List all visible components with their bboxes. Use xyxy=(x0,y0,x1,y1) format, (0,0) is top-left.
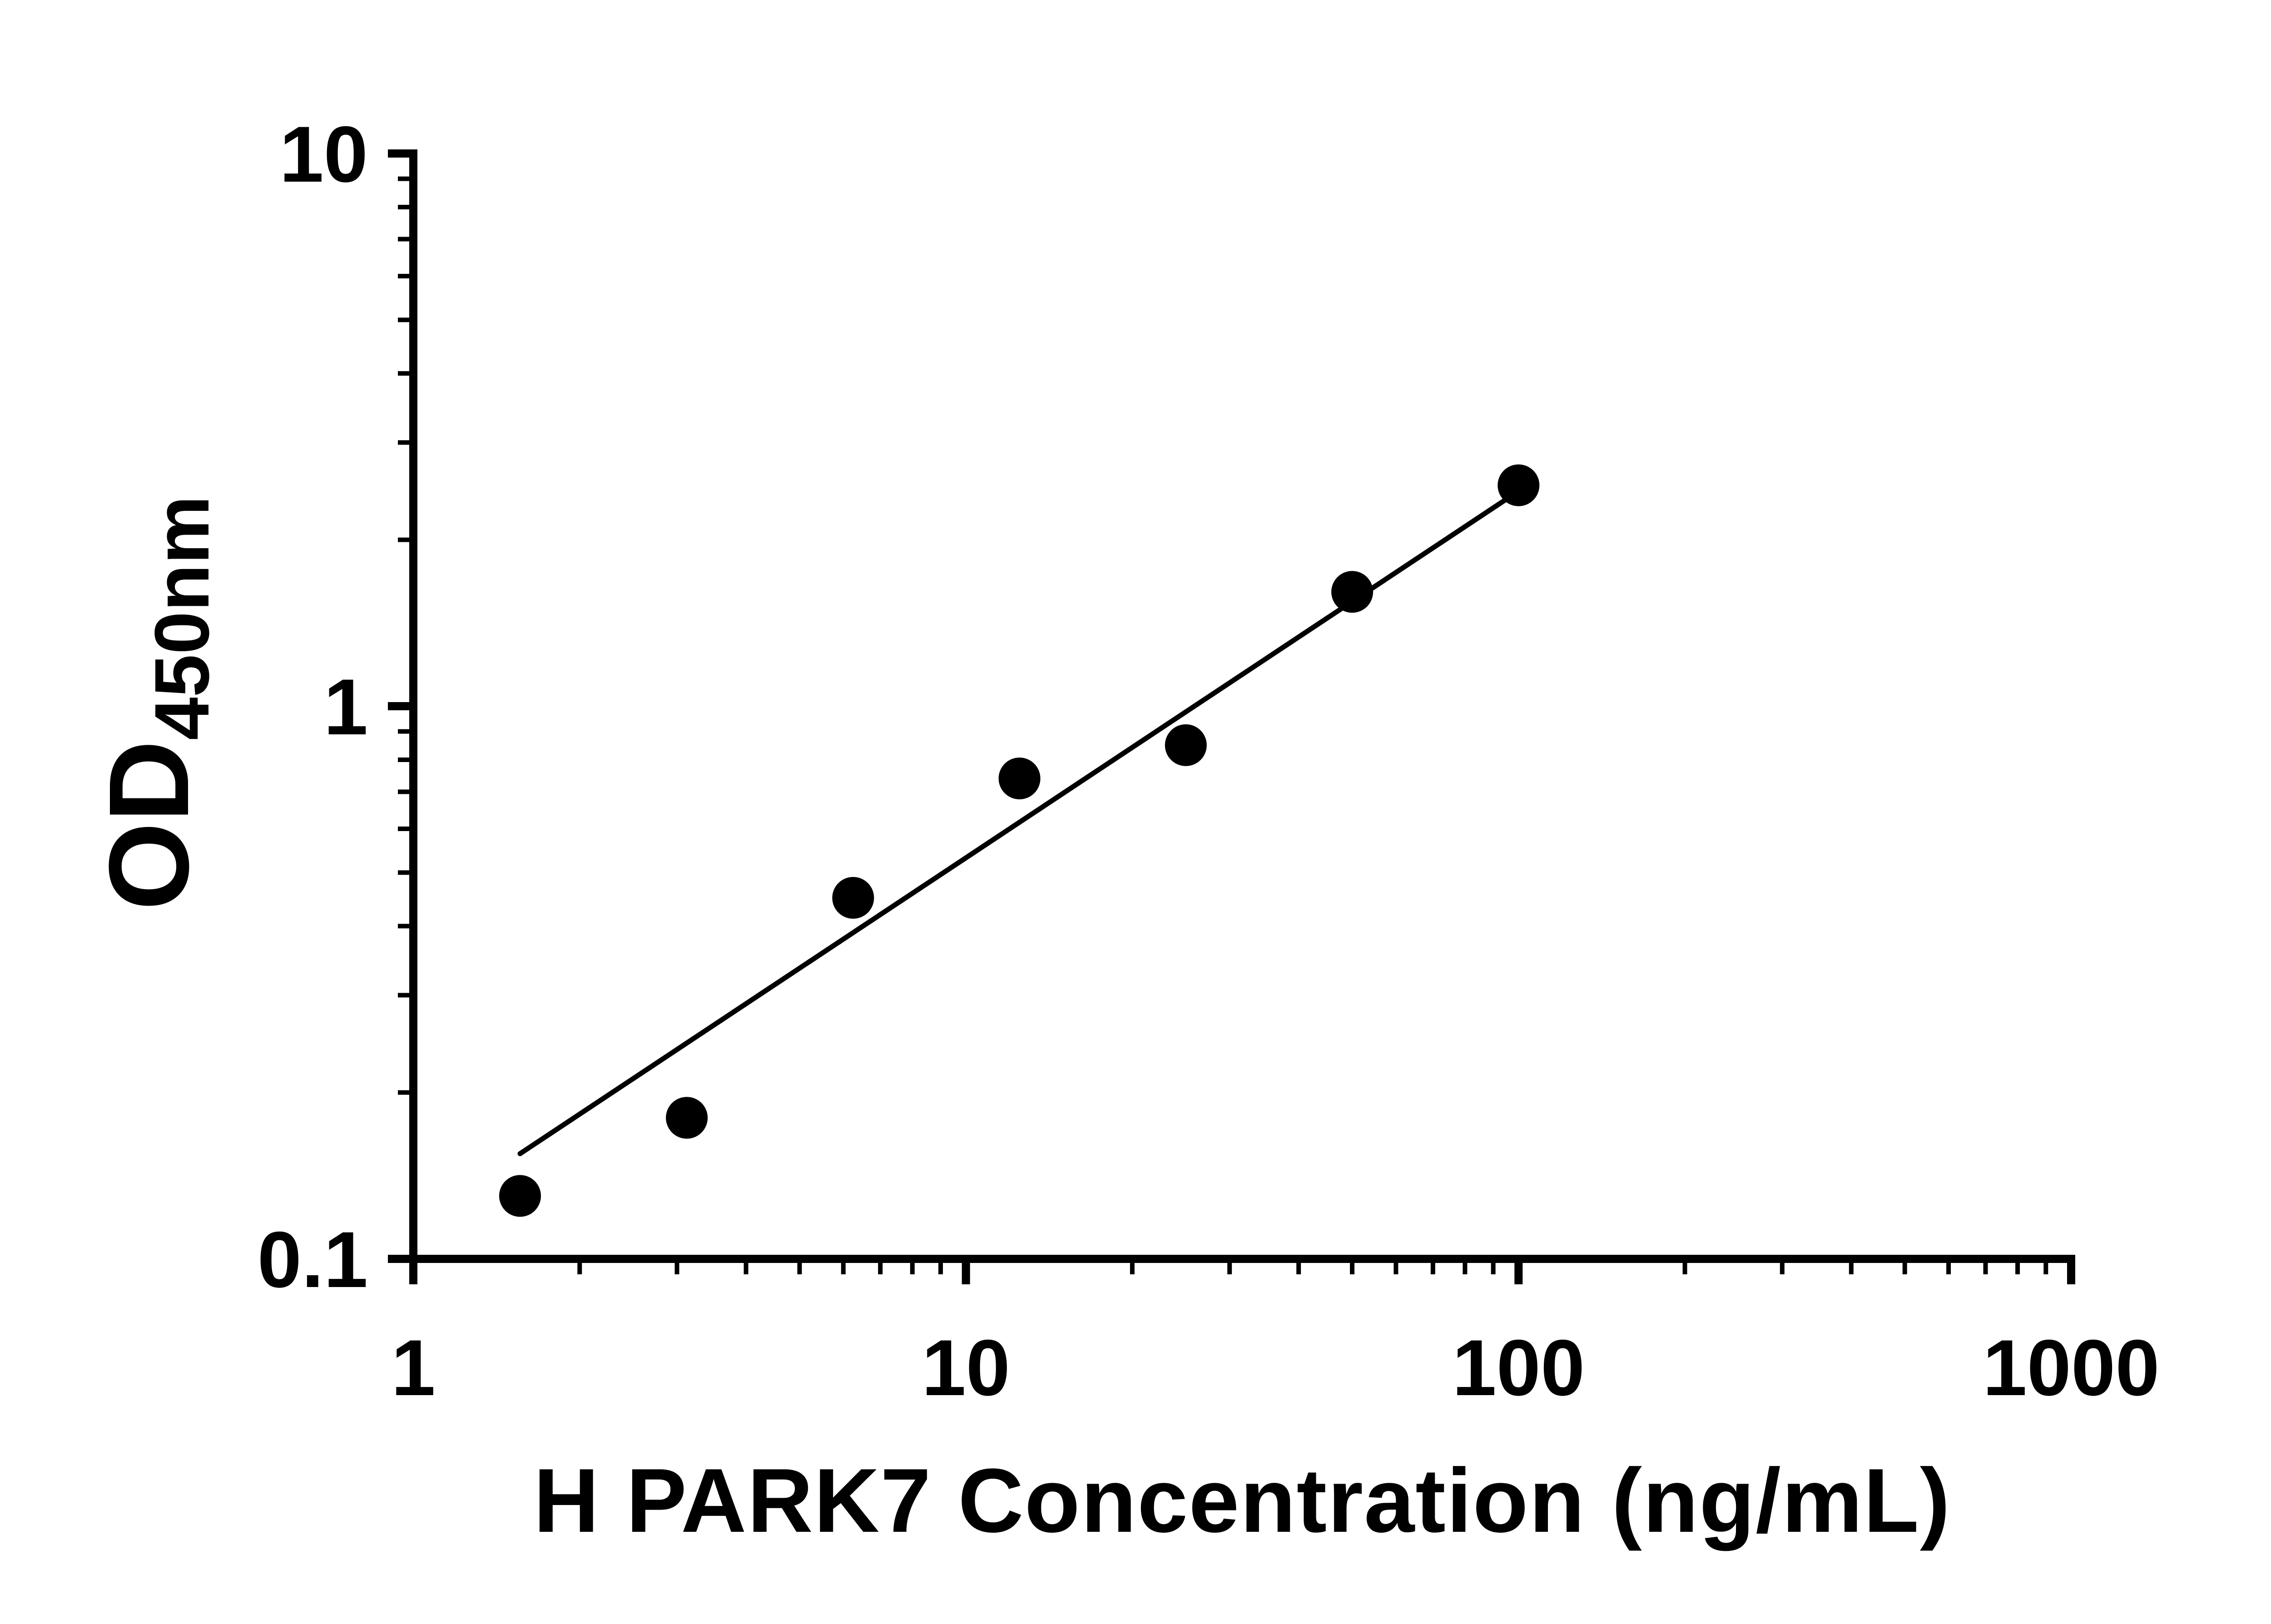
x-axis-label: H PARK7 Concentration (ng/mL) xyxy=(533,1450,1951,1551)
y-tick-label: 1 xyxy=(324,663,368,752)
y-axis-label-subscript: 450nm xyxy=(139,495,225,740)
x-tick-label: 10 xyxy=(922,1324,1010,1412)
y-axis-label-base: OD xyxy=(85,740,212,911)
axis-spines xyxy=(409,149,2075,1263)
y-tick-label: 10 xyxy=(279,110,368,199)
data-point xyxy=(666,1097,708,1139)
y-axis-label: OD450nm xyxy=(81,431,225,975)
data-point xyxy=(1331,571,1374,613)
data-point xyxy=(499,1175,541,1217)
y-tick-label: 0.1 xyxy=(258,1216,368,1304)
data-point xyxy=(1497,464,1540,506)
data-point xyxy=(998,758,1041,800)
x-tick-label: 100 xyxy=(1452,1324,1585,1412)
data-point xyxy=(1165,724,1207,766)
x-tick-label: 1 xyxy=(391,1324,435,1412)
x-tick-label: 1000 xyxy=(1983,1324,2159,1412)
data-point xyxy=(832,877,874,919)
